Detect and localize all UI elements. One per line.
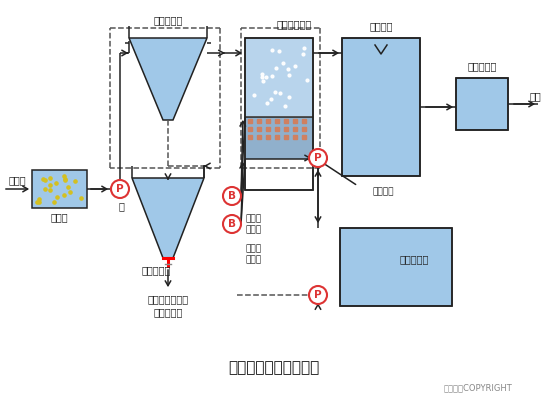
Text: 放流: 放流 [530,91,542,101]
Bar [342,38,420,176]
Bar [245,38,313,190]
Text: 初次沉淀池: 初次沉淀池 [153,15,182,25]
Circle shape [111,180,129,198]
Bar [340,228,452,306]
Circle shape [309,286,327,304]
Text: 沉砂池: 沉砂池 [50,212,68,222]
Text: 泵: 泵 [118,201,124,211]
Bar [340,228,452,306]
Text: 污泥浓缩池: 污泥浓缩池 [141,265,170,275]
Text: 处理水池: 处理水池 [369,21,393,31]
Text: 曝气生物滤池: 曝气生物滤池 [276,19,312,29]
Bar [456,78,508,130]
Bar [342,38,420,176]
Text: 生物滤池污水处理系统: 生物滤池污水处理系统 [229,361,319,375]
Text: B: B [228,219,236,229]
Circle shape [309,149,327,167]
Text: P: P [314,290,322,300]
Text: 东方仿真COPYRIGHT: 东方仿真COPYRIGHT [443,384,512,392]
Circle shape [223,215,241,233]
Polygon shape [132,178,204,258]
Text: 污泥处理设备或
系统外排放: 污泥处理设备或 系统外排放 [147,295,189,318]
Text: 投氧混合池: 投氧混合池 [467,61,496,71]
Circle shape [223,187,241,205]
Text: 反冲用
空压机: 反冲用 空压机 [246,214,262,235]
Text: P: P [314,153,322,163]
Text: P: P [116,184,124,194]
Text: 曝气用
空压机: 曝气用 空压机 [246,244,262,265]
Bar [245,38,313,190]
Text: 原污水: 原污水 [8,175,26,185]
Polygon shape [129,38,207,120]
Text: B: B [228,191,236,201]
Text: 反冲洗水: 反冲洗水 [372,187,394,197]
Bar [246,117,312,159]
Bar [456,78,508,130]
Text: 反冲洗水池: 反冲洗水池 [399,254,429,264]
Bar [246,39,312,116]
Bar [32,170,87,208]
